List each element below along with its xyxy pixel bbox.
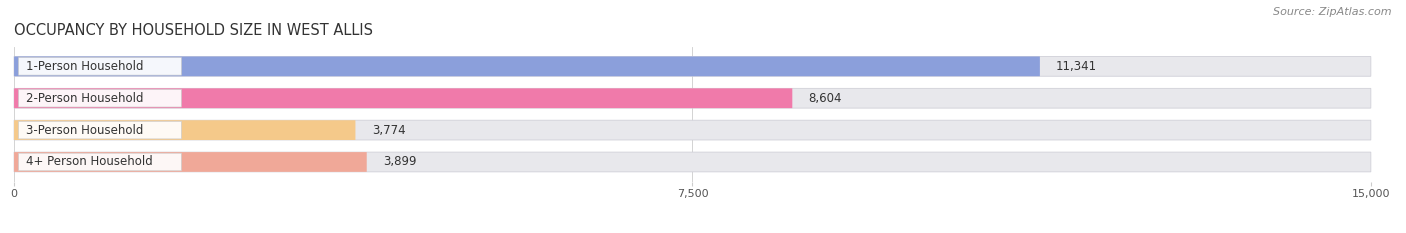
Text: 3,774: 3,774 (371, 123, 405, 137)
FancyBboxPatch shape (14, 120, 1371, 140)
FancyBboxPatch shape (14, 88, 1371, 108)
FancyBboxPatch shape (18, 153, 181, 171)
FancyBboxPatch shape (14, 120, 356, 140)
Text: 3-Person Household: 3-Person Household (25, 123, 143, 137)
Text: 2-Person Household: 2-Person Household (25, 92, 143, 105)
FancyBboxPatch shape (18, 89, 181, 107)
FancyBboxPatch shape (18, 121, 181, 139)
Text: 1-Person Household: 1-Person Household (25, 60, 143, 73)
FancyBboxPatch shape (14, 152, 367, 172)
Text: Source: ZipAtlas.com: Source: ZipAtlas.com (1274, 7, 1392, 17)
FancyBboxPatch shape (14, 88, 793, 108)
Text: 3,899: 3,899 (382, 155, 416, 168)
Text: 8,604: 8,604 (808, 92, 842, 105)
FancyBboxPatch shape (18, 58, 181, 75)
Text: 11,341: 11,341 (1056, 60, 1097, 73)
Text: 4+ Person Household: 4+ Person Household (25, 155, 153, 168)
Text: OCCUPANCY BY HOUSEHOLD SIZE IN WEST ALLIS: OCCUPANCY BY HOUSEHOLD SIZE IN WEST ALLI… (14, 24, 373, 38)
FancyBboxPatch shape (14, 56, 1040, 76)
FancyBboxPatch shape (14, 56, 1371, 76)
FancyBboxPatch shape (14, 152, 1371, 172)
